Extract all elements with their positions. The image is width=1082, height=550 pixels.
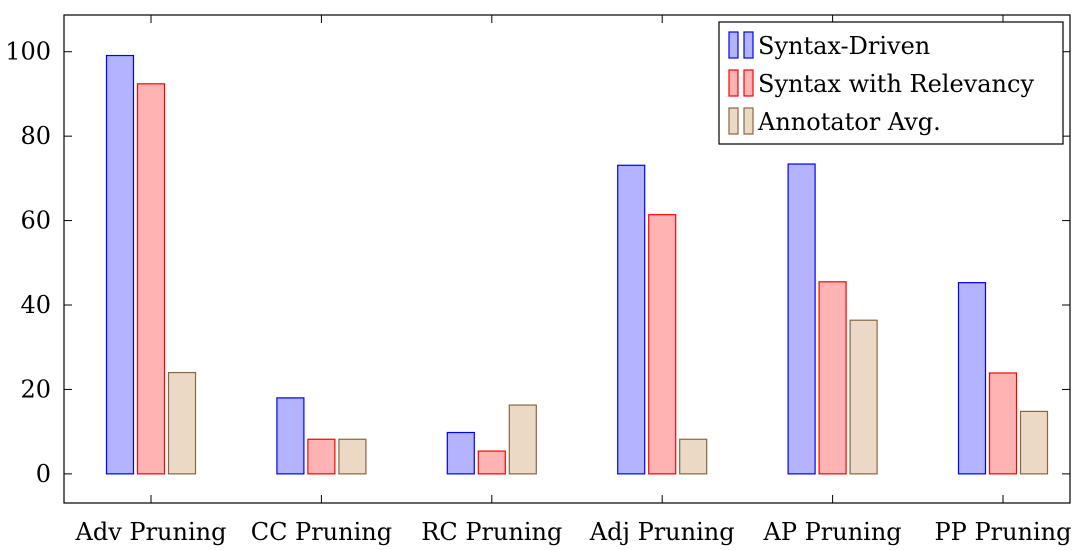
bar-annotator-avg-pp-pruning [1019,410,1049,475]
x-tick-label: PP Pruning [935,518,1072,546]
legend-label-syntax-with-relevancy: Syntax with Relevancy [758,70,1034,98]
legend-label-annotator-avg: Annotator Avg. [757,108,941,136]
bars-layer [105,54,1049,475]
x-tick-label: AP Pruning [763,518,902,546]
bar-syntax-with-relevancy-adj-pruning [648,214,677,475]
legend-box [718,21,1064,145]
bar-syntax-driven-pp-pruning [957,282,987,475]
bar-syntax-driven-adv-pruning [105,54,135,475]
bar-syntax-driven-adj-pruning [617,164,646,475]
x-tick-label: RC Pruning [421,518,562,546]
legend-swatch-annotator-avg [743,107,754,135]
y-tick-label: 60 [20,207,51,235]
bar-annotator-avg-rc-pruning [508,404,537,475]
plot-frame [63,14,1071,504]
x-tick-label: CC Pruning [251,518,392,546]
y-tick-label: 100 [5,38,51,66]
bar-syntax-with-relevancy-pp-pruning [988,372,1018,475]
legend-swatch-syntax-driven [743,31,754,59]
y-tick-label: 40 [20,291,51,319]
legend: Syntax-Driven Syntax with Relevancy Annota… [718,21,1064,145]
bar-syntax-driven-ap-pruning [787,163,816,475]
y-tick-label: 20 [20,375,51,403]
bar-syntax-with-relevancy-rc-pruning [477,450,506,475]
bar-syntax-with-relevancy-ap-pruning [818,281,847,475]
legend-label-syntax-driven: Syntax-Driven [758,32,930,60]
y-tick-label: 0 [36,460,51,488]
legend-swatch-annotator-avg [728,107,739,135]
legend-swatch-syntax-with-relevancy [728,69,739,97]
x-tick-label: Adv Pruning [75,518,227,546]
legend-swatch-syntax-with-relevancy [743,69,754,97]
legend-swatch-syntax-driven [728,31,739,59]
bar-annotator-avg-cc-pruning [338,438,367,475]
bar-annotator-avg-adj-pruning [679,438,708,475]
bar-syntax-with-relevancy-adv-pruning [136,83,166,475]
bar-syntax-driven-cc-pruning [276,397,305,475]
bar-annotator-avg-ap-pruning [849,319,878,475]
x-tick-label: Adj Pruning [589,518,735,546]
bar-syntax-driven-rc-pruning [446,431,475,475]
bar-annotator-avg-adv-pruning [167,371,197,475]
y-tick-label: 80 [20,122,51,150]
x-axis-labels: Adv Pruning CC Pruning RC Pruning Adj Pruni… [75,518,1072,546]
y-axis-labels: 0 20 40 60 80 100 [5,38,51,488]
bar-syntax-with-relevancy-cc-pruning [307,438,336,475]
